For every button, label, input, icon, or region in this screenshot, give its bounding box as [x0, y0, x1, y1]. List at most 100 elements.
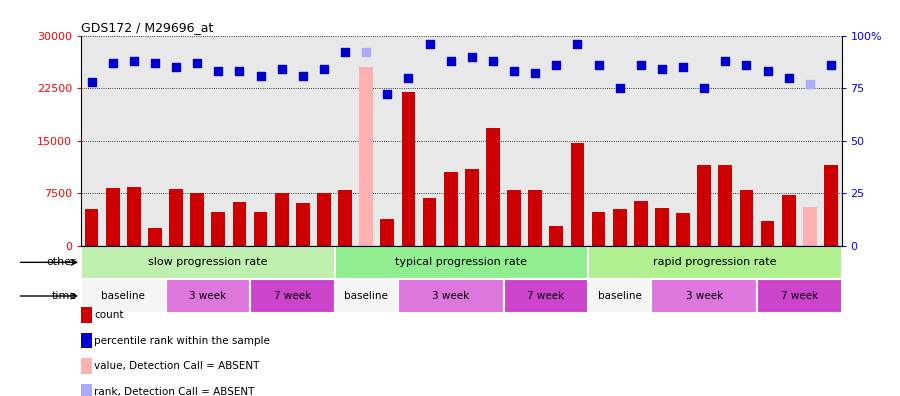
Bar: [335, 246, 588, 279]
Bar: [760, 221, 774, 246]
Bar: [782, 195, 796, 246]
Bar: [106, 188, 120, 246]
Point: [359, 49, 374, 55]
Text: rapid progression rate: rapid progression rate: [653, 257, 777, 267]
Bar: [528, 190, 542, 246]
Bar: [148, 228, 162, 246]
Text: time: time: [51, 291, 76, 301]
Point: [528, 70, 543, 76]
Bar: [254, 212, 267, 246]
Bar: [81, 246, 335, 279]
Bar: [335, 279, 398, 313]
Bar: [274, 193, 289, 246]
Text: slow progression rate: slow progression rate: [148, 257, 267, 267]
Bar: [465, 169, 479, 246]
Bar: [698, 165, 711, 246]
Point: [148, 60, 162, 66]
Text: 7 week: 7 week: [780, 291, 818, 301]
Text: count: count: [94, 310, 124, 320]
Point: [444, 58, 458, 64]
Point: [464, 53, 479, 60]
Point: [317, 66, 331, 72]
Point: [169, 64, 184, 70]
Point: [634, 62, 648, 68]
Point: [232, 68, 247, 74]
Bar: [212, 212, 225, 246]
Point: [380, 91, 394, 97]
Bar: [588, 246, 842, 279]
Bar: [803, 207, 816, 246]
Text: 7 week: 7 week: [274, 291, 310, 301]
Bar: [166, 279, 250, 313]
Point: [781, 74, 796, 81]
Point: [824, 62, 838, 68]
Point: [105, 60, 120, 66]
Bar: [398, 279, 503, 313]
Text: GDS172 / M29696_at: GDS172 / M29696_at: [81, 21, 213, 34]
Bar: [718, 165, 733, 246]
Bar: [591, 212, 606, 246]
Point: [613, 85, 627, 91]
Point: [676, 64, 690, 70]
Bar: [296, 203, 310, 246]
Bar: [250, 279, 335, 313]
Point: [739, 62, 753, 68]
Bar: [190, 193, 204, 246]
Text: 3 week: 3 week: [432, 291, 469, 301]
Point: [85, 79, 99, 85]
Bar: [486, 128, 500, 246]
Point: [295, 72, 310, 79]
Bar: [338, 190, 352, 246]
Bar: [757, 279, 842, 313]
Point: [718, 58, 733, 64]
Text: baseline: baseline: [102, 291, 145, 301]
Bar: [549, 226, 563, 246]
Text: baseline: baseline: [598, 291, 642, 301]
Text: 7 week: 7 week: [527, 291, 564, 301]
Bar: [85, 209, 98, 246]
Bar: [81, 279, 166, 313]
Bar: [588, 279, 652, 313]
Point: [654, 66, 669, 72]
Bar: [655, 208, 669, 246]
Text: 3 week: 3 week: [686, 291, 723, 301]
Bar: [508, 190, 521, 246]
Bar: [503, 279, 588, 313]
Text: other: other: [47, 257, 76, 267]
Text: value, Detection Call = ABSENT: value, Detection Call = ABSENT: [94, 361, 260, 371]
Point: [274, 66, 289, 72]
Bar: [232, 202, 247, 246]
Point: [549, 62, 563, 68]
Point: [697, 85, 711, 91]
Point: [803, 81, 817, 87]
Point: [254, 72, 268, 79]
Point: [486, 58, 500, 64]
Point: [571, 41, 585, 47]
Bar: [676, 213, 690, 246]
Point: [127, 58, 141, 64]
Text: percentile rank within the sample: percentile rank within the sample: [94, 335, 270, 346]
Point: [422, 41, 436, 47]
Point: [507, 68, 521, 74]
Bar: [381, 219, 394, 246]
Bar: [634, 202, 648, 246]
Bar: [652, 279, 757, 313]
Bar: [740, 190, 753, 246]
Point: [338, 49, 352, 55]
Point: [190, 60, 204, 66]
Bar: [444, 172, 457, 246]
Text: typical progression rate: typical progression rate: [395, 257, 527, 267]
Point: [760, 68, 775, 74]
Bar: [423, 198, 436, 246]
Point: [591, 62, 606, 68]
Point: [212, 68, 226, 74]
Text: rank, Detection Call = ABSENT: rank, Detection Call = ABSENT: [94, 387, 255, 396]
Bar: [359, 67, 374, 246]
Bar: [571, 143, 584, 246]
Bar: [169, 189, 183, 246]
Bar: [127, 187, 140, 246]
Text: 3 week: 3 week: [189, 291, 227, 301]
Bar: [613, 209, 626, 246]
Text: baseline: baseline: [344, 291, 388, 301]
Bar: [317, 193, 331, 246]
